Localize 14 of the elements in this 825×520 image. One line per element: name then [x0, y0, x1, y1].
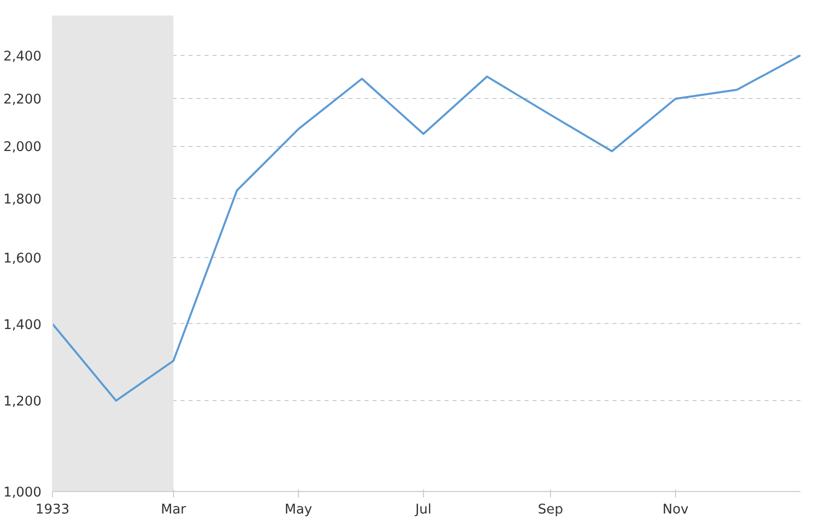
- y-tick-label: 2,000: [3, 140, 42, 156]
- x-tick-label: Nov: [662, 502, 689, 518]
- x-tick-label: Mar: [160, 502, 187, 518]
- x-tick-label: Sep: [538, 502, 564, 518]
- y-tick-label: 1,000: [3, 486, 42, 500]
- y-tick-label: 1,400: [3, 318, 42, 333]
- x-tick-label: 1933: [36, 502, 70, 518]
- x-tick-label: May: [284, 502, 312, 518]
- y-tick-label: 2,400: [3, 49, 42, 64]
- y-tick-label: 1,600: [3, 251, 42, 266]
- x-tick-label: Jul: [414, 502, 432, 518]
- y-tick-label: 2,200: [3, 92, 42, 108]
- y-tick-label: 1,200: [3, 394, 42, 410]
- y-tick-label: 1,800: [3, 192, 42, 208]
